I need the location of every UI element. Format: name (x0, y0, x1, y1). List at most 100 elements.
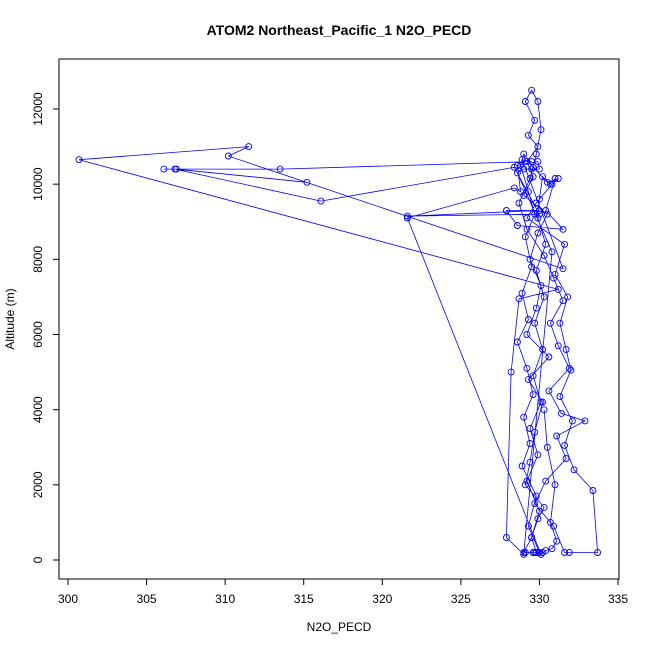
data-point (531, 319, 539, 327)
data-point (526, 175, 534, 182)
data-point (224, 152, 232, 160)
data-point (403, 214, 411, 222)
y-tick-label: 4000 (31, 396, 45, 423)
y-tick-label: 2000 (31, 471, 45, 498)
data-point (523, 331, 531, 338)
data-point (534, 451, 542, 459)
data-point (528, 86, 536, 94)
data-point (523, 225, 531, 233)
data-point (539, 346, 547, 353)
data-point (565, 549, 573, 556)
data-point (245, 143, 253, 151)
data-point (507, 368, 515, 376)
data-point (531, 500, 539, 508)
data-point (534, 158, 542, 166)
data-point (554, 175, 562, 182)
data-point (537, 126, 545, 134)
data-point (589, 487, 597, 494)
x-tick-label: 330 (529, 592, 549, 606)
data-point (521, 233, 529, 241)
y-axis-label: Altitude (m) (3, 288, 17, 349)
data-point (535, 507, 543, 515)
axis-ticks: 300 305 310 315 320 325 330 335 0 2000 4000 6000 800… (31, 92, 628, 606)
data-point (564, 293, 572, 301)
data-point (556, 393, 564, 400)
data-point (523, 158, 531, 166)
x-tick-label: 320 (372, 592, 392, 606)
data-point (524, 316, 532, 323)
data-point (535, 165, 543, 173)
data-point (543, 210, 551, 218)
data-point (534, 214, 542, 222)
data-point (562, 455, 570, 462)
data-point (502, 534, 510, 541)
data-point (528, 165, 536, 173)
data-point (551, 481, 559, 489)
data-point (532, 304, 540, 312)
data-point (520, 165, 528, 173)
data-point (539, 173, 547, 181)
chart-title: ATOM2 Northeast_Pacific_1 N2O_PECD (207, 22, 472, 38)
data-point (561, 441, 569, 449)
data-point (528, 534, 536, 541)
data-point (531, 428, 539, 436)
x-tick-label: 315 (294, 592, 314, 606)
data-point (534, 515, 542, 523)
data-point (524, 131, 532, 139)
data-point (526, 440, 534, 447)
data-point (548, 248, 556, 256)
y-tick-label: 0 (31, 556, 45, 563)
data-series (75, 86, 602, 558)
data-point (554, 285, 562, 293)
data-point (556, 319, 564, 327)
data-point (524, 522, 532, 530)
data-point (570, 466, 578, 474)
data-point (518, 156, 526, 164)
x-tick-label: 305 (137, 592, 157, 606)
x-axis-label: N2O_PECD (307, 620, 372, 634)
data-point (543, 443, 551, 451)
data-point (540, 406, 548, 414)
data-point (535, 207, 543, 214)
data-point (534, 143, 542, 151)
data-point (303, 178, 311, 186)
data-point (517, 188, 525, 196)
data-point (75, 156, 83, 164)
data-point (540, 503, 548, 511)
data-point (515, 199, 523, 207)
data-point (540, 293, 548, 301)
data-point (534, 229, 542, 237)
data-point (537, 282, 545, 290)
data-point (540, 252, 548, 260)
y-tick-label: 6000 (31, 321, 45, 348)
x-tick-label: 310 (215, 592, 235, 606)
data-point (567, 366, 575, 374)
data-point (528, 263, 536, 271)
data-point (551, 175, 559, 182)
data-point (557, 409, 565, 417)
data-point (520, 413, 528, 421)
data-point (568, 417, 576, 425)
y-tick-label: 10000 (31, 167, 45, 201)
x-tick-label: 300 (58, 592, 78, 606)
data-point (546, 518, 554, 526)
data-point (172, 165, 180, 173)
data-point (553, 432, 561, 440)
data-point (550, 274, 558, 282)
data-point (510, 184, 518, 192)
data-point (548, 545, 556, 553)
data-point (553, 537, 561, 545)
data-point (554, 342, 562, 350)
series-line (78, 89, 599, 556)
data-point (513, 222, 521, 229)
data-point (559, 297, 567, 305)
data-point (518, 289, 526, 297)
data-point (594, 549, 602, 556)
data-point (524, 376, 532, 384)
data-point (542, 547, 550, 555)
data-point (559, 225, 567, 233)
data-point (526, 458, 534, 466)
